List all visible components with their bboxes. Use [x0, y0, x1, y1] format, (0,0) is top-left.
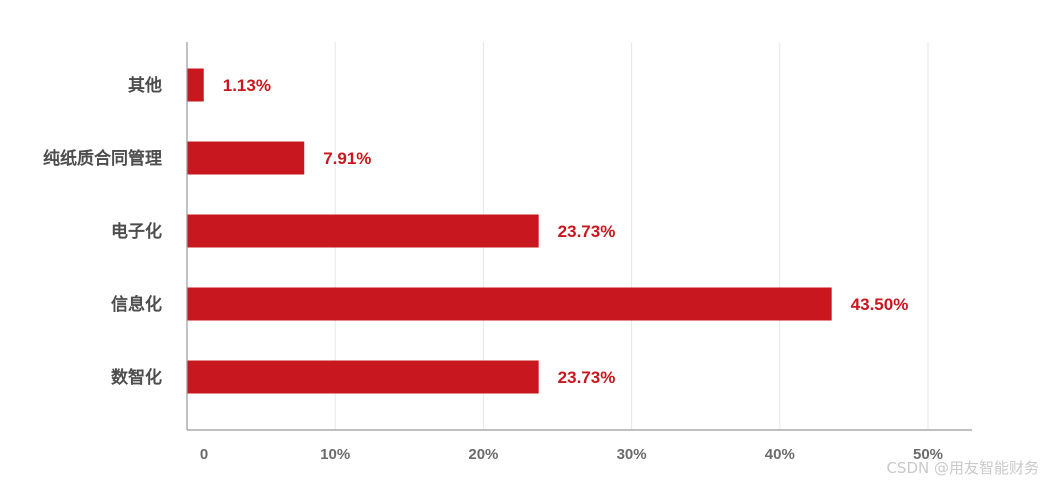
bar: [187, 287, 832, 321]
value-label: 23.73%: [558, 368, 616, 387]
bar: [187, 214, 539, 248]
x-tick-label: 50%: [913, 446, 943, 463]
bar: [187, 141, 305, 175]
value-label: 23.73%: [558, 222, 616, 241]
category-label: 纯纸质合同管理: [43, 148, 162, 169]
axes: [186, 42, 972, 431]
category-label: 数智化: [111, 367, 162, 388]
category-label: 电子化: [111, 221, 162, 242]
category-label: 其他: [128, 75, 162, 96]
x-tick-label: 20%: [468, 446, 498, 463]
value-label: 43.50%: [851, 295, 909, 314]
bar: [187, 68, 204, 102]
watermark: CSDN @用友智能财务: [886, 459, 1039, 477]
x-tick-label: 10%: [320, 446, 350, 463]
x-tick-label: 30%: [617, 446, 647, 463]
x-tick-label: 40%: [765, 446, 795, 463]
value-label: 1.13%: [223, 76, 271, 95]
value-label: 7.91%: [323, 149, 371, 168]
category-label: 信息化: [111, 294, 162, 315]
value-labels: 1.13% 7.91% 23.73% 43.50% 23.73%: [223, 76, 909, 387]
x-tick-labels: 0 10% 20% 30% 40% 50%: [200, 446, 943, 463]
bars: [187, 68, 832, 394]
bar: [187, 360, 539, 394]
x-tick-label: 0: [200, 446, 208, 463]
